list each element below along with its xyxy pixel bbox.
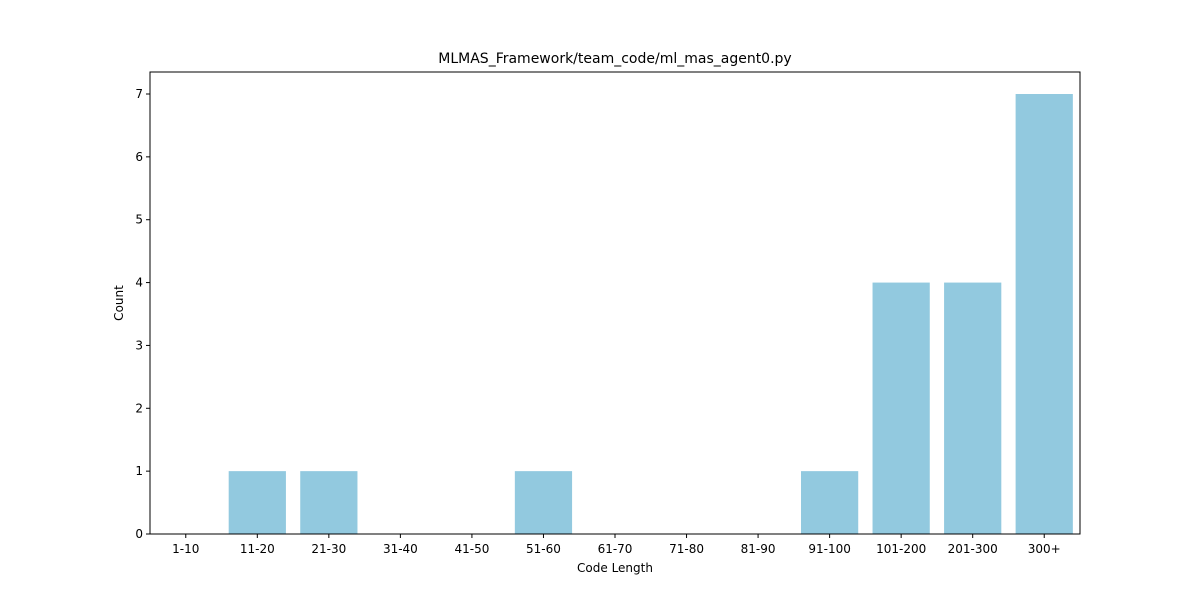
x-tick-label: 41-50 [454,542,489,556]
y-axis-label: Count [112,285,126,321]
y-tick-label: 1 [135,464,143,478]
x-tick-label: 11-20 [240,542,275,556]
y-tick-label: 5 [135,213,143,227]
y-tick-label: 7 [135,87,143,101]
x-tick-label: 61-70 [598,542,633,556]
bar-201-300 [944,282,1002,534]
y-axis-ticks: 0 1 2 3 4 5 6 7 [135,87,150,541]
bar-91-100 [801,471,859,534]
x-tick-label: 71-80 [669,542,704,556]
y-tick-label: 6 [135,150,143,164]
x-tick-label: 91-100 [808,542,851,556]
x-axis-label: Code Length [577,561,653,575]
x-tick-label: 21-30 [311,542,346,556]
x-axis-ticks: 1-10 11-20 21-30 31-40 41-50 51-60 61-70 71-80 8… [172,534,1061,556]
x-tick-label: 201-300 [948,542,998,556]
y-tick-label: 3 [135,338,143,352]
bar-21-30 [300,471,358,534]
x-tick-label: 81-90 [741,542,776,556]
y-tick-label: 0 [135,527,143,541]
x-tick-label: 300+ [1028,542,1061,556]
x-tick-label: 101-200 [876,542,926,556]
bars-group [228,94,1073,534]
y-tick-label: 2 [135,401,143,415]
bar-11-20 [228,471,286,534]
bar-101-200 [872,282,930,534]
bar-300+ [1015,94,1073,534]
x-tick-label: 31-40 [383,542,418,556]
plot-frame [149,71,1081,535]
x-tick-label: 1-10 [172,542,199,556]
bar-51-60 [514,471,573,534]
x-tick-label: 51-60 [526,542,561,556]
y-tick-label: 4 [135,276,143,290]
chart-title: MLMAS_Framework/team_code/ml_mas_agent0.… [438,51,791,67]
